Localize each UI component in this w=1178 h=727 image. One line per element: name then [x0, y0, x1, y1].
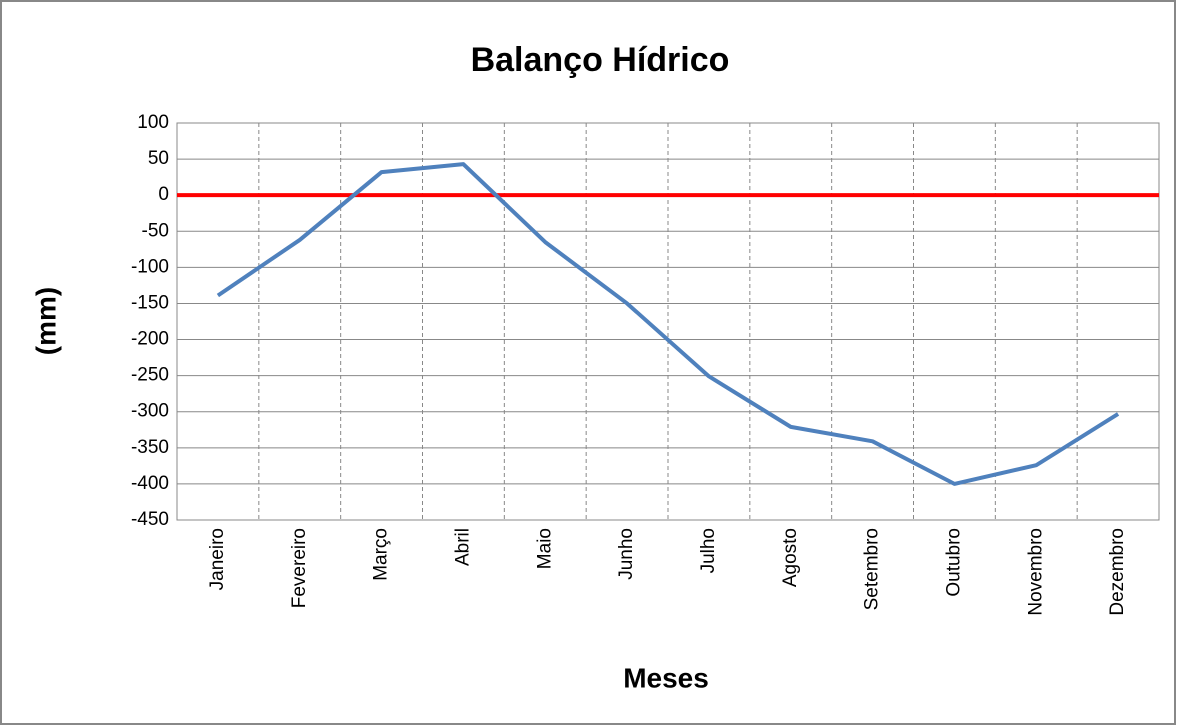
y-tick-label: -150	[131, 292, 169, 313]
x-tick-label: Maio	[534, 528, 555, 569]
y-tick-label: 100	[137, 112, 169, 133]
y-tick-label: -400	[131, 473, 169, 494]
y-tick-label: -450	[131, 509, 169, 530]
y-tick-label: -300	[131, 401, 169, 422]
x-tick-label: Março	[371, 528, 392, 581]
y-tick-label: -350	[131, 437, 169, 458]
x-tick-label: Fevereiro	[289, 528, 310, 608]
x-tick-label: Julho	[698, 528, 719, 573]
x-tick-label: Dezembro	[1107, 528, 1128, 616]
x-axis-title: Meses	[623, 662, 709, 693]
y-axis-title: (mm)	[30, 287, 61, 355]
y-tick-label: -250	[131, 365, 169, 386]
x-tick-label: Agosto	[780, 528, 801, 587]
x-tick-label: Abril	[452, 528, 473, 566]
y-tick-label: -50	[142, 220, 169, 241]
x-tick-label: Novembro	[1025, 528, 1046, 616]
x-tick-label: Junho	[616, 528, 637, 580]
y-tick-label: 0	[158, 184, 169, 205]
chart-title: Balanço Hídrico	[471, 41, 730, 79]
x-tick-label: Janeiro	[207, 528, 228, 590]
y-tick-label: 50	[148, 148, 169, 169]
x-tick-label: Outubro	[943, 528, 964, 597]
x-tick-label: Setembro	[862, 528, 883, 610]
y-tick-label: -100	[131, 256, 169, 277]
y-tick-label: -200	[131, 329, 169, 350]
data-line	[216, 162, 1120, 486]
